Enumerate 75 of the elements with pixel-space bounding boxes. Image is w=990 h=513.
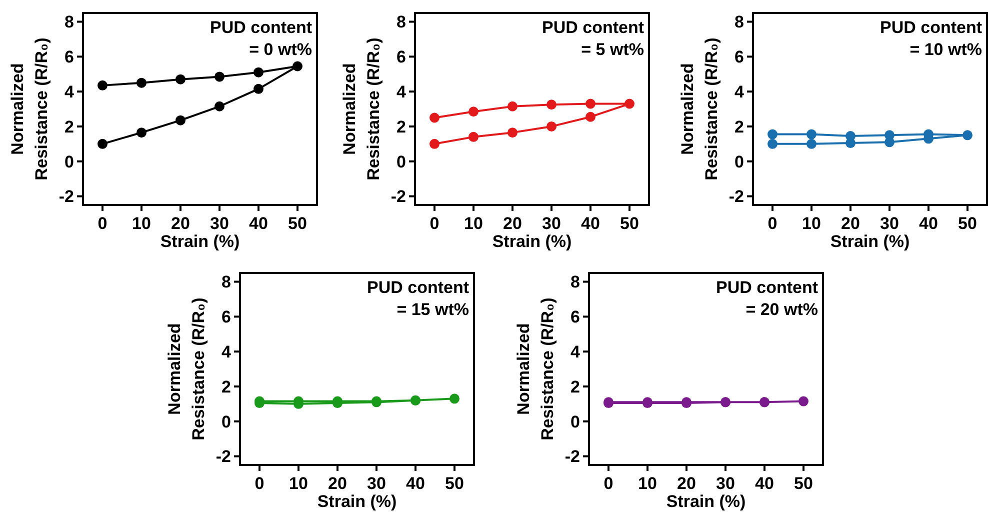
y-tick-label: -2 bbox=[58, 187, 74, 206]
x-tick-label: 20 bbox=[328, 474, 347, 493]
x-tick-label: 50 bbox=[620, 214, 639, 233]
annotation: PUD content = 20 wt% bbox=[716, 278, 818, 319]
y-tick-label: 6 bbox=[396, 48, 406, 67]
x-tick-label: 40 bbox=[406, 474, 425, 493]
x-axis-title: Strain (%) bbox=[160, 232, 240, 251]
x-tick-label: 20 bbox=[677, 474, 696, 493]
x-tick-label: 30 bbox=[880, 214, 899, 233]
x-tick-label: 50 bbox=[958, 214, 977, 233]
annotation: PUD content = 5 wt% bbox=[542, 18, 644, 59]
y-tick-label: 6 bbox=[570, 308, 580, 327]
x-tick-label: 0 bbox=[430, 214, 440, 233]
annotation: PUD content = 10 wt% bbox=[880, 18, 982, 59]
x-tick-label: 40 bbox=[919, 214, 938, 233]
y-tick-label: 6 bbox=[64, 48, 74, 67]
y-tick-label: 0 bbox=[570, 412, 580, 432]
x-tick-label: 10 bbox=[802, 214, 821, 233]
y-axis-title: Normalized Resistance (R/R₀) bbox=[340, 38, 383, 180]
y-tick-label: -2 bbox=[564, 447, 580, 466]
y-tick-label: 2 bbox=[570, 377, 580, 396]
y-tick-label: 8 bbox=[222, 272, 231, 292]
x-tick-label: 20 bbox=[841, 214, 860, 233]
y-tick-label: 2 bbox=[64, 117, 74, 136]
x-tick-label: 0 bbox=[98, 214, 108, 233]
x-tick-label: 30 bbox=[367, 474, 386, 493]
x-tick-label: 10 bbox=[132, 214, 151, 233]
y-tick-label: 0 bbox=[734, 152, 744, 172]
x-tick-label: 0 bbox=[768, 214, 778, 233]
y-tick-label: 2 bbox=[222, 377, 231, 396]
y-tick-label: 0 bbox=[396, 152, 406, 172]
x-axis-title: Strain (%) bbox=[492, 232, 572, 251]
y-tick-label: 2 bbox=[734, 117, 744, 136]
y-tick-label: 6 bbox=[222, 308, 231, 327]
annotation: PUD content = 15 wt% bbox=[367, 278, 470, 319]
y-axis-title: Normalized Resistance (R/R₀) bbox=[678, 38, 721, 180]
y-tick-label: 8 bbox=[64, 12, 74, 32]
y-tick-label: 8 bbox=[396, 12, 406, 32]
x-tick-label: 50 bbox=[288, 214, 307, 233]
x-tick-label: 0 bbox=[254, 474, 264, 493]
x-tick-label: 10 bbox=[464, 214, 483, 233]
x-tick-label: 30 bbox=[716, 474, 735, 493]
x-tick-label: 30 bbox=[210, 214, 229, 233]
y-axis-title: Normalized Resistance (R/R₀) bbox=[165, 298, 208, 440]
y-tick-label: 0 bbox=[64, 152, 74, 172]
y-tick-label: 4 bbox=[396, 82, 407, 102]
y-tick-label: -2 bbox=[216, 447, 231, 466]
x-tick-label: 10 bbox=[638, 474, 657, 493]
y-tick-label: 4 bbox=[222, 342, 232, 362]
x-tick-label: 40 bbox=[581, 214, 600, 233]
annotation: PUD content = 0 wt% bbox=[210, 18, 312, 59]
x-axis-title: Strain (%) bbox=[830, 232, 910, 251]
y-axis-title: Normalized Resistance (R/R₀) bbox=[8, 38, 51, 180]
y-tick-label: 8 bbox=[570, 272, 580, 292]
y-tick-label: -2 bbox=[390, 187, 406, 206]
x-axis-title: Strain (%) bbox=[317, 492, 397, 511]
y-tick-label: 0 bbox=[222, 412, 231, 432]
y-tick-label: 8 bbox=[734, 12, 744, 32]
y-tick-label: 6 bbox=[734, 48, 744, 67]
y-tick-label: 4 bbox=[64, 82, 75, 102]
x-tick-label: 30 bbox=[542, 214, 561, 233]
x-tick-label: 40 bbox=[249, 214, 268, 233]
y-tick-label: 4 bbox=[570, 342, 581, 362]
x-tick-label: 50 bbox=[445, 474, 464, 493]
x-axis-title: Strain (%) bbox=[666, 492, 746, 511]
x-tick-label: 20 bbox=[503, 214, 522, 233]
y-axis-title: Normalized Resistance (R/R₀) bbox=[514, 298, 557, 440]
y-tick-label: -2 bbox=[728, 187, 744, 206]
y-tick-label: 2 bbox=[396, 117, 406, 136]
x-tick-label: 20 bbox=[171, 214, 190, 233]
x-tick-label: 10 bbox=[289, 474, 308, 493]
x-tick-label: 40 bbox=[755, 474, 774, 493]
x-tick-label: 50 bbox=[794, 474, 813, 493]
x-tick-label: 0 bbox=[604, 474, 614, 493]
y-tick-label: 4 bbox=[734, 82, 745, 102]
